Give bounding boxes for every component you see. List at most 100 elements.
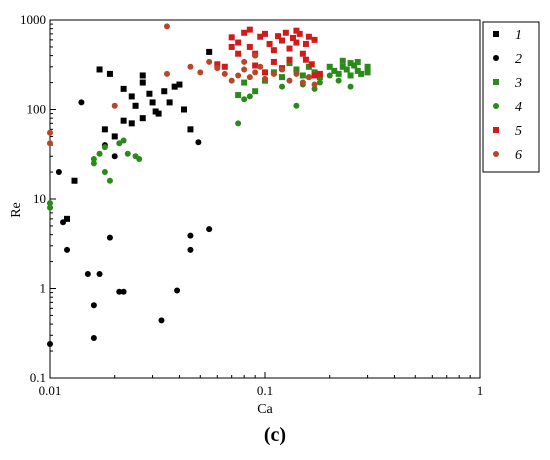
data-point — [106, 70, 113, 77]
legend-label: 5 — [515, 124, 522, 139]
data-point — [347, 83, 354, 90]
data-point — [116, 288, 123, 295]
data-point — [101, 169, 108, 176]
data-point — [111, 133, 118, 140]
data-point — [64, 246, 71, 253]
data-point — [311, 72, 318, 79]
data-point — [228, 43, 235, 50]
data-point — [90, 160, 97, 167]
data-point — [187, 63, 194, 70]
legend-marker — [493, 103, 499, 109]
data-point — [71, 177, 78, 184]
data-point — [47, 204, 53, 211]
data-point — [47, 140, 53, 147]
data-point — [293, 39, 300, 46]
data-point — [187, 126, 194, 133]
data-point — [354, 67, 361, 74]
data-point — [214, 65, 221, 72]
data-point — [55, 169, 62, 176]
data-point — [96, 66, 103, 73]
data-point — [339, 57, 346, 64]
data-point — [351, 62, 358, 69]
data-point — [60, 219, 67, 226]
data-point — [47, 129, 53, 136]
data-point — [235, 120, 242, 127]
data-point — [187, 232, 194, 239]
data-point — [316, 74, 323, 81]
data-point — [286, 45, 293, 52]
data-point — [241, 58, 248, 65]
data-point — [197, 69, 204, 76]
data-point — [120, 288, 127, 295]
data-point — [166, 99, 173, 106]
data-point — [228, 34, 235, 41]
data-point — [270, 70, 277, 77]
legend-label: 4 — [515, 100, 522, 115]
data-point — [235, 72, 242, 79]
legend-marker — [493, 79, 499, 85]
data-point — [96, 150, 103, 157]
data-point — [146, 90, 153, 97]
data-point — [171, 83, 178, 90]
data-point — [262, 30, 268, 37]
data-point — [206, 48, 213, 55]
data-point — [101, 144, 108, 151]
data-point — [293, 66, 300, 73]
data-point — [270, 58, 277, 65]
data-point — [96, 271, 103, 278]
legend-marker — [493, 31, 499, 37]
data-point — [293, 70, 300, 77]
y-axis: 0.1 1 10 100 1000 — [20, 12, 56, 385]
data-point — [326, 72, 333, 79]
legend-item-5: 5 — [493, 124, 522, 139]
legend-label: 2 — [515, 52, 522, 67]
data-point — [293, 27, 300, 34]
data-point — [47, 200, 53, 207]
legend-item-1: 1 — [493, 28, 522, 43]
data-point — [235, 92, 242, 99]
data-point — [305, 74, 312, 81]
series-6 — [47, 23, 318, 147]
data-point — [47, 340, 53, 347]
data-point — [343, 66, 350, 73]
data-point — [299, 72, 306, 79]
data-point — [149, 99, 156, 106]
legend-box — [482, 21, 540, 173]
data-point — [308, 61, 315, 68]
x-tick-label: 1 — [477, 383, 484, 398]
data-point — [339, 63, 346, 70]
data-point — [270, 47, 277, 54]
data-point — [90, 155, 97, 162]
legend-label: 3 — [514, 76, 522, 91]
series-4 — [47, 72, 354, 211]
data-point — [252, 62, 259, 69]
data-point — [235, 39, 242, 46]
data-point — [241, 66, 248, 73]
data-point — [305, 33, 312, 40]
data-point — [262, 75, 268, 82]
data-point — [221, 63, 228, 70]
legend-marker — [493, 151, 499, 157]
legend-item-3: 3 — [493, 76, 522, 91]
data-point — [293, 102, 300, 109]
panel-label-text: (c) — [263, 424, 287, 446]
x-tick-label: 0.1 — [257, 383, 273, 398]
legend: 1 2 3 4 5 6 — [482, 21, 540, 173]
data-point — [158, 317, 165, 324]
data-point — [206, 58, 213, 65]
x-tick-label: 0.01 — [39, 383, 62, 398]
data-point — [364, 69, 371, 76]
data-point — [246, 43, 253, 50]
data-point — [111, 153, 118, 160]
x-axis-title: Ca — [257, 402, 273, 417]
data-point — [128, 93, 135, 100]
data-point — [84, 271, 91, 278]
data-point — [174, 287, 181, 294]
data-point — [354, 58, 361, 65]
legend-marker — [493, 55, 499, 61]
data-point — [132, 102, 139, 109]
data-point — [279, 83, 286, 90]
data-point — [221, 70, 228, 77]
legend-item-2: 2 — [493, 52, 522, 67]
